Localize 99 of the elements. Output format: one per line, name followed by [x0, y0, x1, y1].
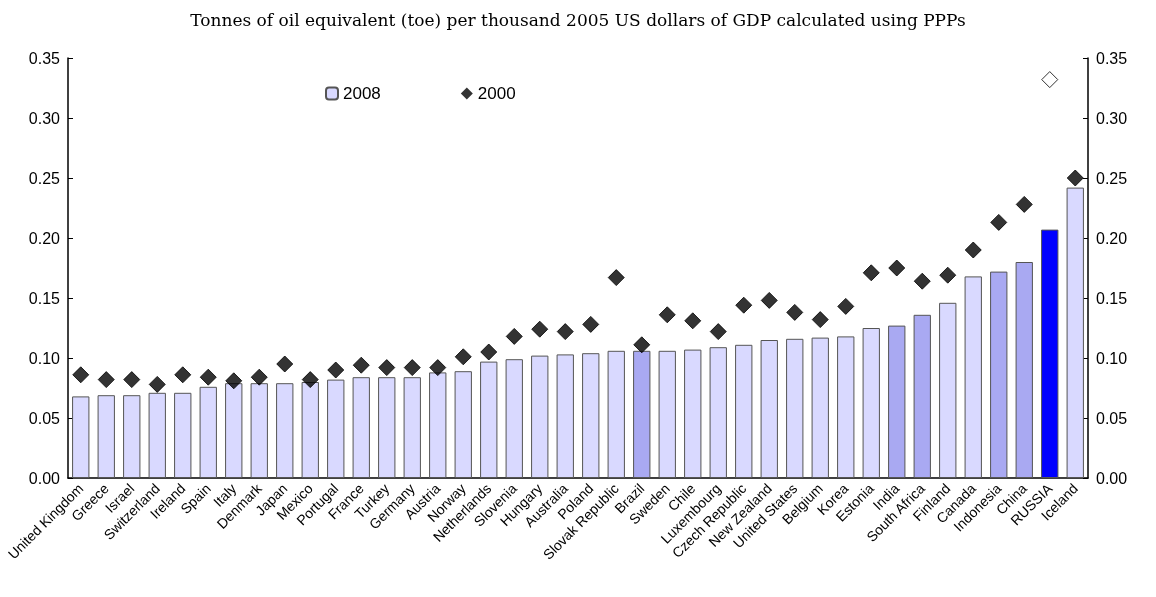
point — [327, 361, 345, 379]
legend-label: 2008 — [343, 84, 381, 103]
point — [72, 366, 90, 384]
bar — [913, 314, 931, 478]
bar — [225, 383, 243, 478]
point — [403, 359, 421, 377]
point — [454, 348, 472, 366]
point — [556, 323, 574, 341]
bar — [684, 349, 702, 478]
point — [1066, 169, 1084, 187]
bar — [250, 383, 268, 478]
y2-tick-label: 0.15 — [1096, 289, 1128, 307]
point — [990, 213, 1008, 231]
bar — [633, 350, 651, 478]
point — [1041, 71, 1059, 89]
bar — [378, 377, 396, 478]
point — [684, 312, 702, 330]
point — [582, 315, 600, 333]
bar — [276, 383, 294, 478]
bar — [837, 336, 855, 478]
point — [352, 356, 370, 374]
y-tick-label: 0.00 — [28, 469, 61, 487]
point — [225, 372, 243, 390]
y-tick-label: 0.30 — [28, 109, 61, 127]
y2-tick-label: 0.35 — [1096, 49, 1128, 67]
bar — [72, 396, 90, 478]
bar — [709, 347, 727, 478]
bar — [582, 353, 600, 478]
point — [913, 272, 931, 290]
bar — [990, 271, 1008, 478]
point — [148, 375, 166, 393]
point — [786, 303, 804, 321]
y2-tick-label: 0.20 — [1096, 229, 1128, 247]
y-tick-label: 0.25 — [28, 169, 61, 187]
point — [862, 264, 880, 282]
bar — [964, 276, 982, 478]
bar — [1015, 262, 1033, 478]
point — [250, 368, 268, 386]
bar — [939, 302, 957, 478]
bar — [811, 337, 829, 478]
bar — [174, 392, 192, 478]
bar — [607, 350, 625, 478]
bar — [327, 379, 345, 478]
point — [760, 291, 778, 309]
bar — [505, 359, 523, 478]
bar — [454, 371, 472, 478]
point — [1015, 195, 1033, 213]
point — [811, 311, 829, 329]
legend-label: 2000 — [477, 84, 516, 103]
bar — [1066, 187, 1084, 478]
point — [888, 259, 906, 277]
point — [301, 371, 319, 389]
y-tick-label: 0.35 — [28, 49, 61, 67]
point — [123, 371, 141, 389]
point — [709, 323, 727, 341]
point — [505, 327, 523, 345]
y2-tick-label: 0.05 — [1096, 409, 1128, 427]
point — [429, 359, 447, 377]
y-tick-label: 0.20 — [28, 229, 61, 247]
point — [97, 371, 115, 389]
point — [276, 355, 294, 373]
bar — [862, 328, 880, 478]
point — [607, 269, 625, 287]
point — [633, 336, 651, 354]
point — [480, 343, 498, 361]
point — [964, 241, 982, 259]
bar — [658, 350, 676, 478]
y2-tick-label: 0.25 — [1096, 169, 1128, 187]
point — [199, 368, 217, 386]
bar — [888, 325, 906, 478]
point — [939, 266, 957, 284]
bar — [403, 377, 421, 478]
bar — [199, 386, 217, 478]
bar — [531, 355, 549, 478]
bar — [352, 377, 370, 478]
bar — [735, 344, 753, 478]
y-tick-label: 0.05 — [28, 409, 61, 427]
y2-tick-label: 0.10 — [1096, 349, 1128, 367]
bar — [1041, 229, 1059, 478]
y-tick-label: 0.10 — [28, 349, 61, 367]
bar — [556, 354, 574, 478]
bar — [429, 372, 447, 478]
bar — [480, 361, 498, 478]
bar — [148, 392, 166, 478]
y2-tick-label: 0.00 — [1096, 469, 1128, 487]
bar — [760, 340, 778, 478]
bar — [301, 382, 319, 478]
point — [837, 297, 855, 315]
bar — [786, 338, 804, 478]
y-tick-label: 0.15 — [28, 289, 61, 307]
bar — [123, 395, 141, 478]
chart-title: Tonnes of oil equivalent (toe) per thousand 2005 US dollars of GDP calculated using PPPs — [190, 9, 966, 30]
point — [378, 359, 396, 377]
point — [174, 366, 192, 384]
point — [531, 320, 549, 338]
point — [658, 306, 676, 324]
bar — [97, 395, 115, 478]
y2-tick-label: 0.30 — [1096, 109, 1128, 127]
point — [735, 296, 753, 314]
